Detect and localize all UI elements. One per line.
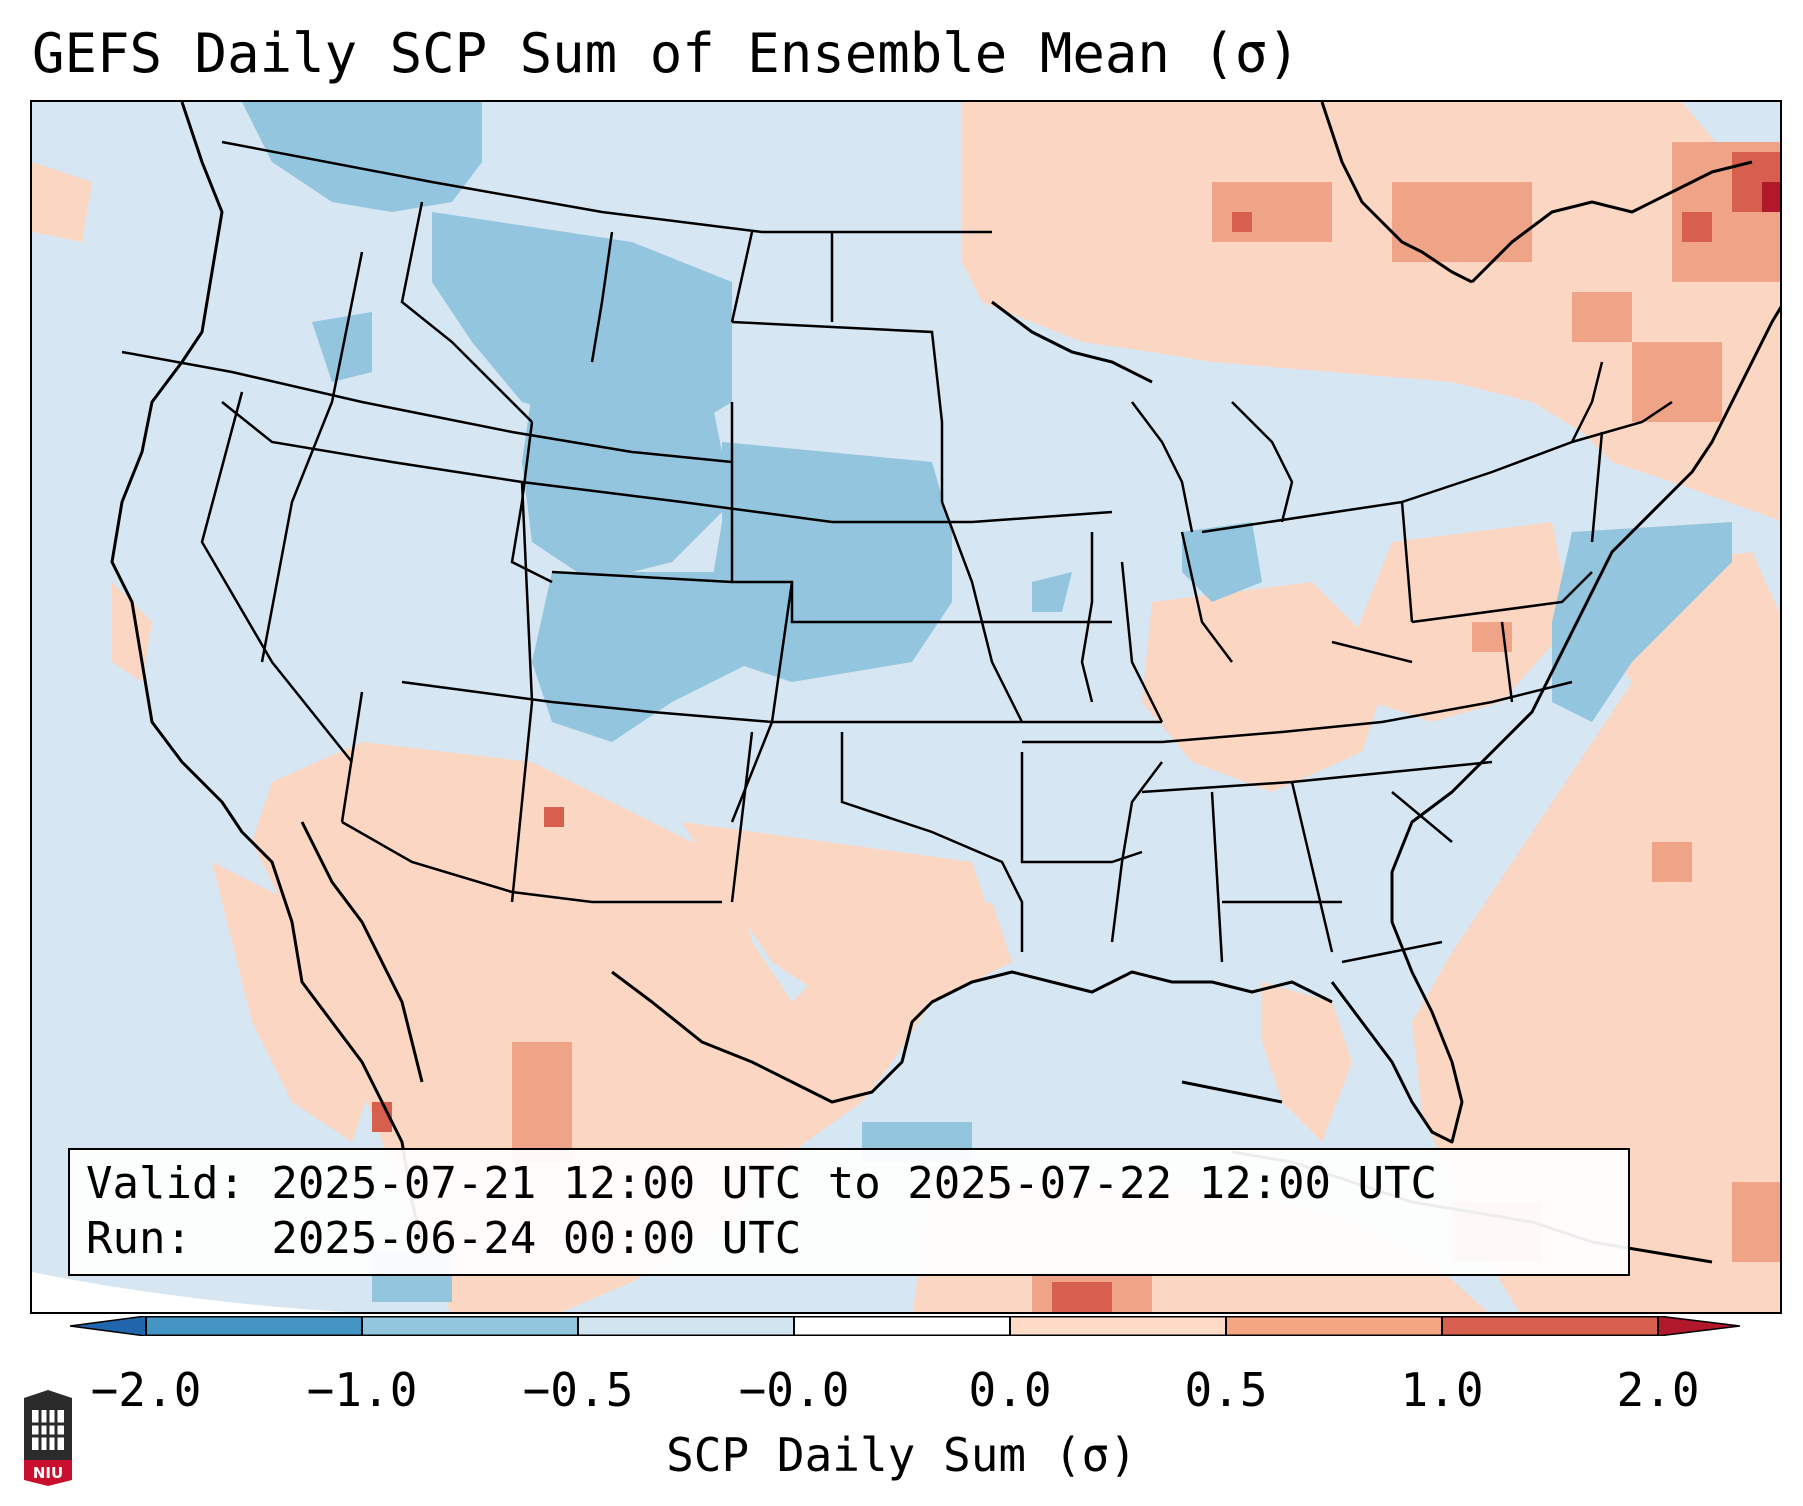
colorbar-tick-label: 2.0 [1616,1363,1700,1417]
run-time-text: Run: 2025-06-24 00:00 UTC [86,1213,802,1264]
colorbar-tick-label: −1.0 [306,1363,418,1417]
colorbar-tick-label: −0.5 [522,1363,634,1417]
colorbar-tick-label: 0.0 [968,1363,1052,1417]
colorbar-tick-label: −0.0 [738,1363,850,1417]
niu-logo-text: NIU [32,1464,64,1482]
colorbar-segment [794,1316,1010,1336]
state-borders [121,140,1673,964]
colorbar-segment [1226,1316,1442,1336]
colorbar-segment [578,1316,794,1336]
colorbar-segment [362,1316,578,1336]
extreme-positive-anomalies [1762,182,1780,212]
valid-time-text: Valid: 2025-07-21 12:00 UTC to 2025-07-2… [86,1158,1438,1209]
map-plot [32,102,1780,1312]
map-frame: Valid: 2025-07-21 12:00 UTC to 2025-07-2… [30,100,1782,1314]
colorbar [70,1316,1740,1336]
negative-anomaly-areas [242,102,1732,1302]
colorbar-extend-low [70,1316,147,1336]
coastlines [110,102,1780,1264]
colorbar-extend-high [1657,1316,1740,1336]
colorbar-label: SCP Daily Sum (σ) [666,1428,1137,1482]
colorbar-tick-label: 1.0 [1400,1363,1484,1417]
niu-logo-icon [24,1390,72,1486]
niu-logo: NIU [20,1390,76,1486]
domain-edge [32,1272,348,1312]
colorbar-segment [1010,1316,1226,1336]
colorbar-tick-label: −2.0 [90,1363,202,1417]
colorbar-segment [146,1316,362,1336]
colorbar-segment [1442,1316,1658,1336]
figure-title: GEFS Daily SCP Sum of Ensemble Mean (σ) [32,22,1300,85]
valid-run-info-box: Valid: 2025-07-21 12:00 UTC to 2025-07-2… [68,1148,1630,1276]
colorbar-tick-label: 0.5 [1184,1363,1268,1417]
